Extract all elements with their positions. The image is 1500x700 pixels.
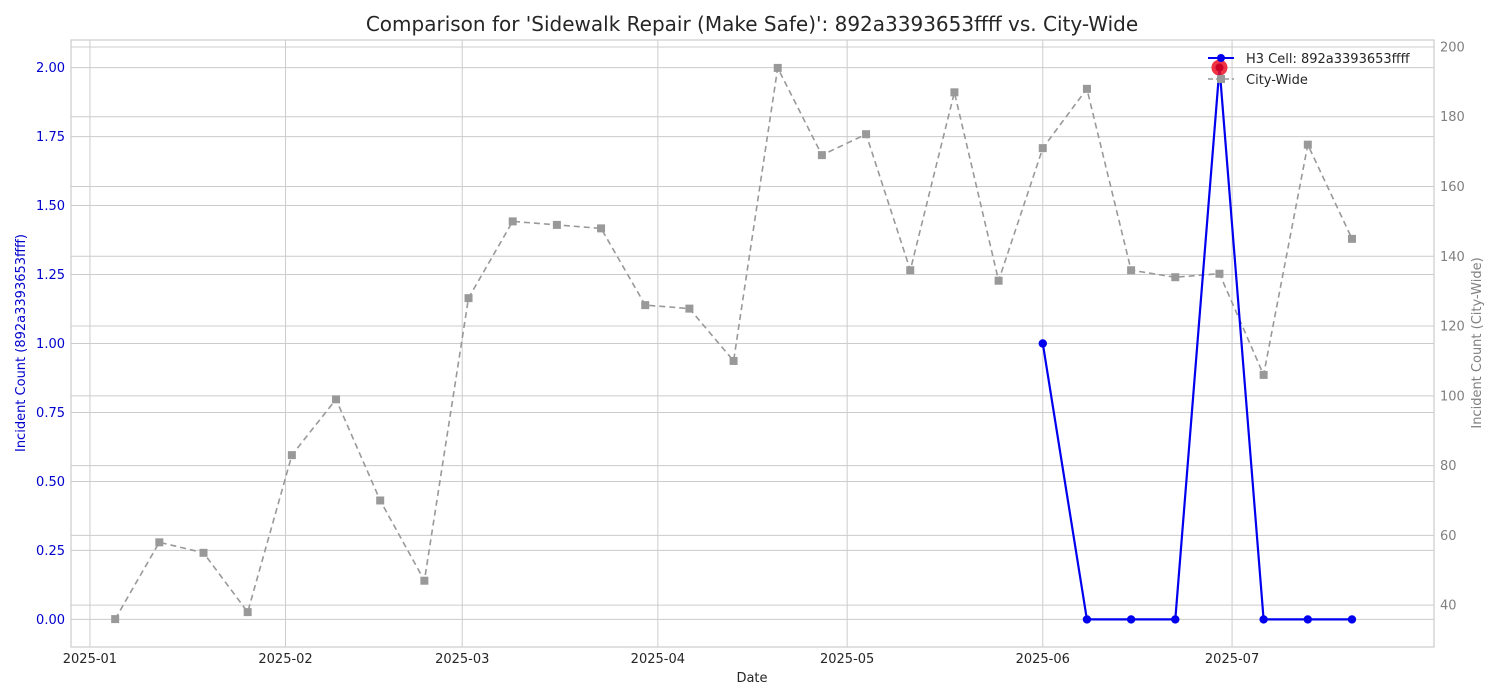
peak-highlight-center [1215,64,1223,72]
city-wide-point [641,301,650,310]
chart-title: Comparison for 'Sidewalk Repair (Make Sa… [366,12,1138,36]
left-y-tick-label: 1.25 [36,268,65,283]
city-wide-point [773,63,782,72]
right-y-tick-label: 180 [1440,110,1465,125]
legend: H3 Cell: 892a3393653ffff City-Wide [1208,52,1411,88]
h3-cell-point [1126,615,1136,624]
city-wide-point [906,266,915,275]
city-wide-point [111,615,120,624]
left-y-tick-labels: 0.00 0.25 0.50 0.75 1.00 1.25 1.50 1.75 2.00 [36,61,65,628]
legend-marker-city-wide [1217,75,1225,83]
right-y-tick-label: 80 [1440,459,1457,474]
city-wide-series [111,63,1356,624]
h3-cell-point [1259,615,1268,624]
legend-label-h3-cell: H3 Cell: 892a3393653ffff [1246,52,1411,67]
right-y-tick-label: 160 [1440,180,1465,195]
right-y-tick-label: 100 [1440,389,1465,404]
x-tick-labels: 2025-01 2025-02 2025-03 2025-04 2025-05 2025-… [63,652,1259,667]
left-y-tick-label: 0.00 [36,613,65,628]
left-y-axis-label: Incident Count (892a3393653ffff) [14,234,29,452]
city-wide-point [464,294,473,303]
right-y-tick-label: 60 [1440,529,1457,544]
y-gridlines [71,46,1434,620]
left-y-tick-label: 0.25 [36,544,65,559]
city-wide-point [950,88,959,97]
legend-label-city-wide: City-Wide [1246,73,1308,88]
right-y-tick-label: 40 [1440,599,1457,614]
x-tick-label: 2025-05 [820,652,874,667]
h3-cell-line [1041,67,1352,621]
x-tick-label: 2025-03 [435,652,489,667]
x-tick-label: 2025-06 [1016,652,1070,667]
city-wide-point [1215,269,1224,278]
city-wide-point [552,220,561,229]
h3-cell-point [1303,615,1312,624]
x-tick-label: 2025-04 [631,652,685,667]
city-wide-point [508,217,517,226]
city-wide-point [420,576,429,585]
right-y-axis-label: Incident Count (City-Wide) [1470,257,1485,428]
left-y-tick-label: 1.50 [36,199,65,214]
city-wide-point [1171,273,1180,282]
city-wide-point [1082,84,1091,93]
city-wide-point [199,548,208,557]
left-y-tick-label: 1.75 [36,130,65,145]
x-tick-label: 2025-02 [258,652,312,667]
city-wide-point [817,151,826,160]
left-y-tick-label: 1.00 [36,337,65,352]
right-y-tick-label: 120 [1440,320,1465,335]
left-y-tick-label: 0.50 [36,475,65,490]
right-y-tick-labels: 40 60 80 100 120 140 160 180 200 [1440,40,1465,613]
city-wide-point [1347,234,1356,243]
x-axis-label: Date [736,671,767,686]
city-wide-point [1038,144,1047,153]
city-wide-point [287,451,296,460]
x-tick-label: 2025-07 [1205,652,1259,667]
x-tick-label: 2025-01 [63,652,117,667]
left-y-tick-label: 0.75 [36,406,65,421]
legend-marker-h3-cell [1217,54,1225,62]
city-wide-point [1127,266,1136,275]
city-wide-point [332,395,341,404]
h3-cell-point [1038,339,1047,348]
city-wide-point [994,276,1003,285]
h3-cell-point [1082,615,1092,624]
city-wide-point [376,496,385,505]
h3-cell-series [1038,59,1357,624]
right-y-tick-label: 140 [1440,250,1465,265]
h3-cell-point [1171,615,1180,624]
h3-cell-point [1347,615,1357,624]
city-wide-point [1259,370,1268,379]
city-wide-point [729,356,738,365]
left-y-tick-label: 2.00 [36,61,65,76]
city-wide-point [155,538,164,547]
city-wide-point [862,130,871,139]
right-y-tick-label: 200 [1440,40,1465,55]
city-wide-point [685,304,694,313]
city-wide-point [243,608,252,617]
city-wide-point [1303,140,1312,149]
city-wide-point [597,224,606,233]
